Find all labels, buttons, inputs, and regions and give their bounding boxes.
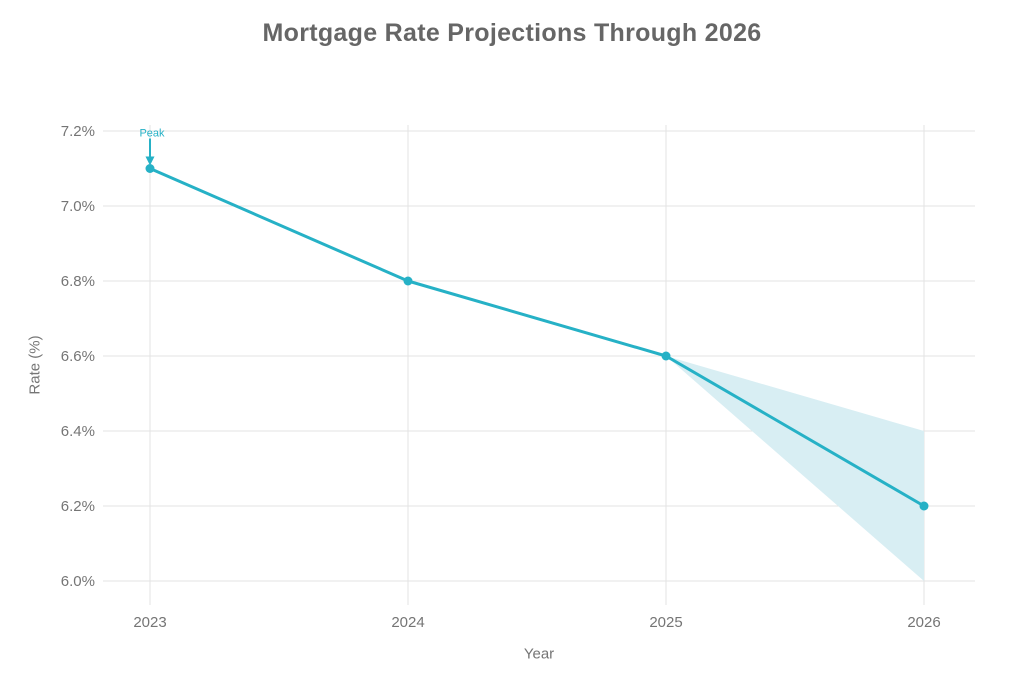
x-tick-label-2024: 2024	[391, 614, 424, 631]
data-point-2023[interactable]	[145, 164, 155, 173]
uncertainty-band	[666, 356, 924, 581]
y-tick-label-6: 6.0%	[61, 573, 95, 590]
x-tick-label-2023: 2023	[133, 614, 166, 631]
chart-title: Mortgage Rate Projections Through 2026	[262, 19, 762, 47]
data-point-2025[interactable]	[661, 351, 671, 361]
x-tick-label-2025: 2025	[649, 614, 682, 631]
y-tick-label-6.2: 6.2%	[61, 498, 95, 515]
data-point-2024[interactable]	[403, 276, 413, 286]
x-axis-label: Year	[523, 645, 555, 663]
y-tick-label-6.4: 6.4%	[61, 423, 95, 440]
y-tick-label-7.2: 7.2%	[61, 123, 95, 140]
rate-line	[148, 167, 926, 508]
data-point-2026[interactable]	[919, 501, 929, 511]
y-tick-label-6.6: 6.6%	[61, 348, 95, 365]
peak-annotation-text: Peak	[139, 128, 165, 140]
x-tick-label-2026: 2026	[907, 614, 940, 631]
y-tick-label-7: 7.0%	[61, 198, 95, 215]
y-tick-label-6.8: 6.8%	[61, 273, 95, 290]
peak-annotation-arrowhead	[145, 156, 155, 166]
